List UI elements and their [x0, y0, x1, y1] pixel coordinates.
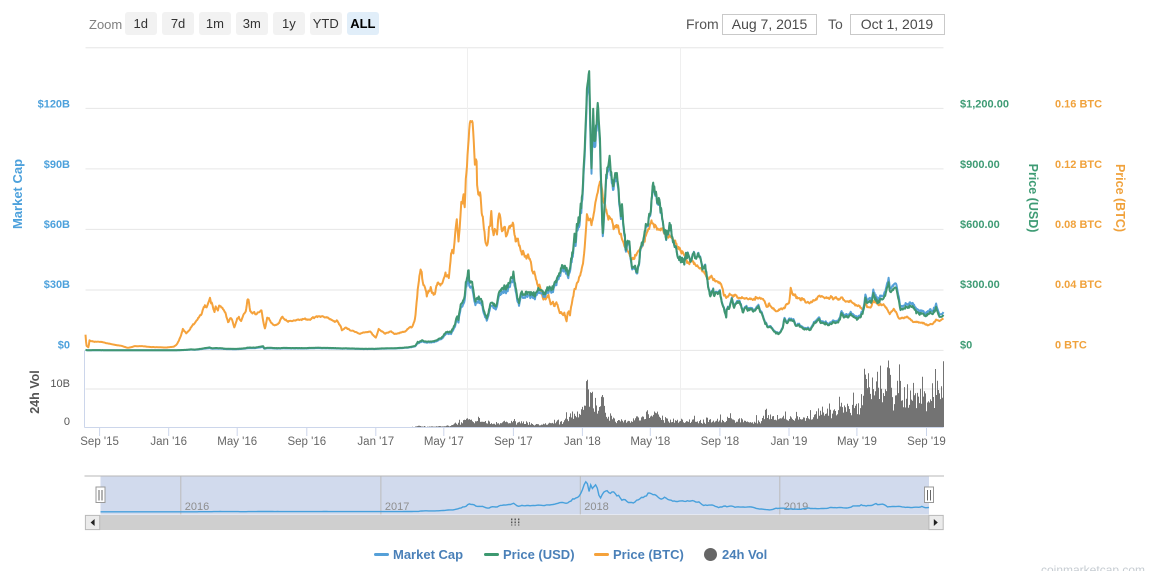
- svg-text:May '16: May '16: [217, 436, 257, 448]
- svg-text:0.04 BTC: 0.04 BTC: [1055, 279, 1102, 291]
- svg-text:Sep '18: Sep '18: [701, 436, 740, 448]
- svg-text:Sep '17: Sep '17: [494, 436, 533, 448]
- svg-text:24h Vol: 24h Vol: [28, 370, 42, 414]
- svg-text:$300.00: $300.00: [960, 279, 1000, 291]
- svg-text:$30B: $30B: [44, 279, 70, 291]
- svg-text:Sep '19: Sep '19: [907, 436, 946, 448]
- svg-text:Jan '16: Jan '16: [150, 436, 187, 448]
- svg-text:$900.00: $900.00: [960, 159, 1000, 171]
- svg-text:May '19: May '19: [837, 436, 877, 448]
- svg-text:$600.00: $600.00: [960, 219, 1000, 231]
- svg-text:0 BTC: 0 BTC: [1055, 339, 1087, 351]
- svg-text:0: 0: [64, 416, 70, 428]
- svg-text:2017: 2017: [385, 501, 409, 513]
- svg-text:$0: $0: [960, 339, 972, 351]
- svg-text:May '18: May '18: [630, 436, 670, 448]
- svg-text:May '17: May '17: [424, 436, 464, 448]
- svg-text:Sep '15: Sep '15: [80, 436, 119, 448]
- svg-text:2019: 2019: [784, 501, 808, 513]
- svg-text:Jan '17: Jan '17: [357, 436, 394, 448]
- svg-text:0.08 BTC: 0.08 BTC: [1055, 219, 1102, 231]
- svg-text:Price (USD): Price (USD): [1026, 164, 1040, 233]
- svg-text:Market Cap: Market Cap: [10, 159, 25, 229]
- svg-text:$60B: $60B: [44, 219, 70, 231]
- svg-text:2018: 2018: [584, 501, 608, 513]
- svg-text:10B: 10B: [50, 378, 70, 390]
- svg-text:Sep '16: Sep '16: [287, 436, 326, 448]
- svg-text:$1,200.00: $1,200.00: [960, 99, 1009, 111]
- svg-text:$120B: $120B: [38, 99, 70, 111]
- svg-text:$90B: $90B: [44, 159, 70, 171]
- svg-text:$0: $0: [58, 339, 70, 351]
- svg-text:Price (BTC): Price (BTC): [1113, 164, 1127, 232]
- svg-text:0.16 BTC: 0.16 BTC: [1055, 99, 1102, 111]
- svg-text:Jan '19: Jan '19: [771, 436, 808, 448]
- svg-text:Jan '18: Jan '18: [564, 436, 601, 448]
- svg-text:2016: 2016: [185, 501, 209, 513]
- svg-text:0.12 BTC: 0.12 BTC: [1055, 159, 1102, 171]
